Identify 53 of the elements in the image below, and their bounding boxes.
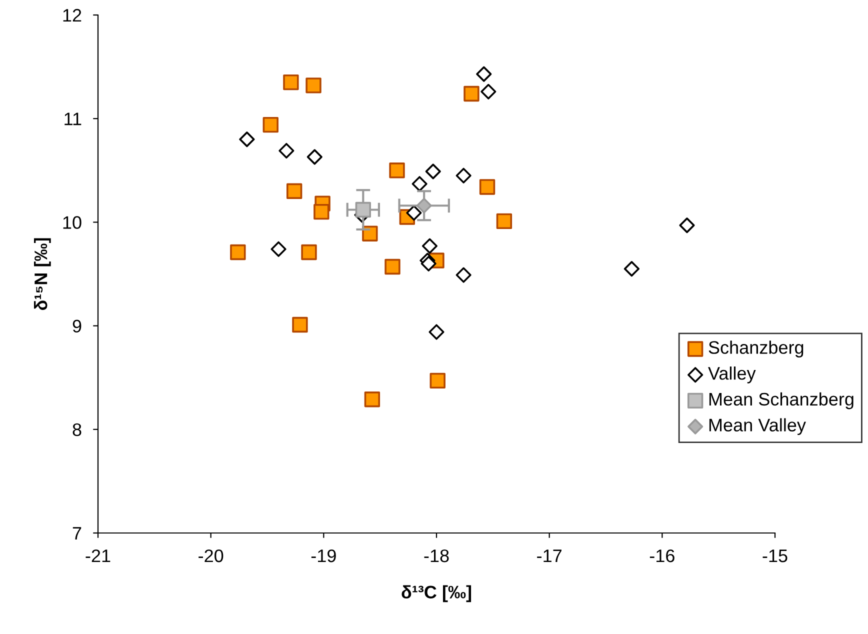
y-tick-label: 12 <box>63 8 82 22</box>
point <box>480 84 496 100</box>
point <box>412 176 428 192</box>
x-tick-label: -16 <box>650 549 674 562</box>
point <box>425 164 441 180</box>
y-tick-label: 11 <box>64 112 82 126</box>
point <box>292 316 308 333</box>
point <box>262 116 278 133</box>
point <box>496 213 512 230</box>
point <box>278 142 294 158</box>
point <box>430 372 446 389</box>
point <box>239 132 255 148</box>
point <box>283 74 299 90</box>
y-tick-label: 8 <box>72 423 82 436</box>
point <box>679 218 695 234</box>
x-tick-label: -15 <box>762 550 788 562</box>
point <box>416 198 432 214</box>
point <box>420 256 436 272</box>
point <box>422 238 438 254</box>
legend-label: Valley <box>708 366 756 384</box>
point <box>456 168 472 184</box>
y-tick-label: 10 <box>63 216 82 229</box>
point <box>362 226 378 242</box>
point <box>624 261 640 277</box>
point <box>384 258 400 275</box>
point <box>306 149 322 165</box>
point <box>464 86 480 102</box>
y-axis-title: δ¹⁵N [‰] <box>34 238 51 310</box>
point <box>301 244 317 260</box>
point <box>230 244 246 260</box>
x-tick-label: -21 <box>86 549 110 562</box>
point <box>428 324 444 340</box>
point <box>389 162 405 178</box>
x-tick-label: -19 <box>311 549 336 562</box>
point <box>364 392 380 408</box>
point <box>476 66 492 82</box>
point <box>355 202 372 218</box>
x-tick-label: -20 <box>198 549 224 562</box>
legend-label: Schanzberg <box>708 340 804 358</box>
x-axis-title: δ¹³C [‰] <box>402 585 472 602</box>
point <box>306 78 322 94</box>
y-tick-label: 7 <box>72 527 82 540</box>
point <box>314 204 330 220</box>
legend-label: Mean Schanzberg <box>709 392 854 410</box>
point <box>406 205 422 221</box>
point <box>479 179 496 195</box>
x-tick-label: -18 <box>424 549 449 562</box>
legend-label: Mean Valley <box>709 418 806 436</box>
point <box>270 241 286 257</box>
x-tick-label: -17 <box>537 550 562 562</box>
point <box>456 267 472 283</box>
y-tick-label: 9 <box>72 320 82 333</box>
point <box>286 183 302 199</box>
